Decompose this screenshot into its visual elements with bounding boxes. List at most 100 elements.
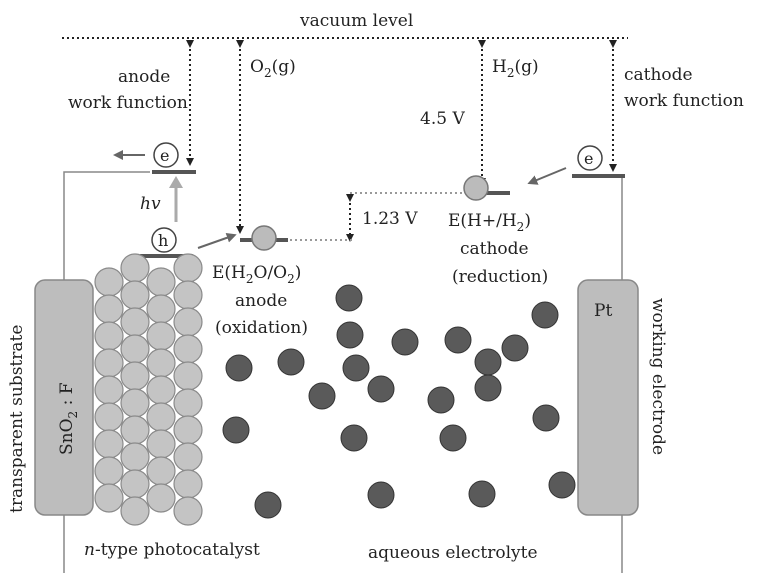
photocatalyst-particle xyxy=(120,334,150,364)
e-h2o-o2-label: E(H2O/O2) xyxy=(212,263,301,286)
electrolyte-ions xyxy=(222,284,576,519)
photon-arrow-head xyxy=(169,176,183,188)
photocatalyst-particle xyxy=(120,361,150,391)
cathode-work-function-text: work function xyxy=(624,91,744,111)
photocatalyst-particles xyxy=(94,253,203,526)
anode-work-function-text: work function xyxy=(68,93,188,113)
electrolyte-ion xyxy=(427,386,455,414)
photocatalyst-particle xyxy=(146,321,176,351)
cathode-molecule xyxy=(463,175,489,201)
photocatalyst-particle xyxy=(173,361,203,391)
photocatalyst-particle xyxy=(173,253,203,283)
hv-label: hv xyxy=(140,194,161,214)
voltage-45-label: 4.5 V xyxy=(420,109,465,129)
electrolyte-ion xyxy=(444,326,472,354)
photocatalyst-particle xyxy=(146,348,176,378)
cathode-text: cathode xyxy=(624,65,693,85)
ntype-photocatalyst-label: n-type photocatalyst xyxy=(84,540,260,560)
photocatalyst-particle xyxy=(94,375,124,405)
photocatalyst-particle xyxy=(94,294,124,324)
photocatalyst-particle xyxy=(94,456,124,486)
transparent-substrate-label: transparent substrate xyxy=(7,325,27,513)
photocatalyst-particle xyxy=(173,307,203,337)
e-h-h2-label: E(H+/H2) xyxy=(448,211,531,234)
photocatalyst-particle xyxy=(120,442,150,472)
photocatalyst-particle xyxy=(120,415,150,445)
photocatalyst-particle xyxy=(146,483,176,513)
electrolyte-ion xyxy=(468,480,496,508)
h2-label: H2(g) xyxy=(492,57,539,80)
photocatalyst-particle xyxy=(146,429,176,459)
photocatalyst-particle xyxy=(173,280,203,310)
photocatalyst-particle xyxy=(94,402,124,432)
electrolyte-ion xyxy=(222,416,250,444)
electrolyte-ion xyxy=(532,404,560,432)
photocatalyst-particle xyxy=(120,280,150,310)
electrolyte-ion xyxy=(548,471,576,499)
photocatalyst-particle xyxy=(94,348,124,378)
electrolyte-ion xyxy=(340,424,368,452)
hole-transfer-arrow xyxy=(197,232,237,249)
pt-label: Pt xyxy=(594,301,612,321)
photocatalyst-particle xyxy=(94,267,124,297)
electrolyte-ion xyxy=(308,382,336,410)
anode-text: anode xyxy=(118,67,170,87)
electrolyte-ion xyxy=(391,328,419,356)
electrolyte-ion xyxy=(439,424,467,452)
photocatalyst-particle xyxy=(173,496,203,526)
photocatalyst-particle xyxy=(146,294,176,324)
anode-molecule xyxy=(251,225,277,251)
electron-cathode xyxy=(577,145,603,171)
electron-anode xyxy=(153,142,179,168)
electrolyte-ion xyxy=(367,481,395,509)
anode-role-label: anode xyxy=(235,291,287,311)
electron-transfer-arrow xyxy=(527,167,567,185)
o2-label: O2(g) xyxy=(250,57,296,80)
photocatalyst-particle xyxy=(120,388,150,418)
photocatalyst-particle xyxy=(173,415,203,445)
photocatalyst-particle xyxy=(94,483,124,513)
reduction-label: (reduction) xyxy=(452,267,548,287)
vacuum-level-label: vacuum level xyxy=(299,11,413,31)
electrolyte-ion xyxy=(342,354,370,382)
photocatalyst-particle xyxy=(173,334,203,364)
electrolyte-ion xyxy=(367,375,395,403)
electrolyte-ion xyxy=(501,334,529,362)
aqueous-electrolyte-label: aqueous electrolyte xyxy=(368,543,538,563)
electrolyte-ion xyxy=(336,321,364,349)
sno2-electrode xyxy=(34,279,94,516)
hole-label: h xyxy=(158,231,168,250)
hole xyxy=(151,227,177,253)
electrolyte-ion xyxy=(474,374,502,402)
photocatalyst-particle xyxy=(173,442,203,472)
photocatalyst-particle xyxy=(146,267,176,297)
photocatalyst-particle xyxy=(94,321,124,351)
electrolyte-ion xyxy=(277,348,305,376)
electrolyte-ion xyxy=(531,301,559,329)
left-wire xyxy=(63,171,150,280)
photocatalyst-particle xyxy=(173,388,203,418)
electrolyte-ion xyxy=(335,284,363,312)
pt-electrode xyxy=(577,279,639,516)
photocatalyst-particle xyxy=(94,429,124,459)
photocatalyst-particle xyxy=(173,469,203,499)
photocatalyst-particle xyxy=(120,307,150,337)
photocatalyst-particle xyxy=(146,456,176,486)
photocatalyst-particle xyxy=(146,375,176,405)
voltage-123-label: 1.23 V xyxy=(362,209,418,229)
electrolyte-ion xyxy=(474,348,502,376)
electrolyte-ion xyxy=(225,354,253,382)
electron-cathode-label: e xyxy=(584,149,593,168)
photocatalyst-particle xyxy=(120,253,150,283)
electron-anode-label: e xyxy=(160,146,169,165)
photocatalyst-particle xyxy=(120,496,150,526)
photocatalyst-particle xyxy=(146,402,176,432)
photocatalyst-particle xyxy=(120,469,150,499)
oxidation-label: (oxidation) xyxy=(215,318,308,338)
working-electrode-label: working electrode xyxy=(648,298,668,455)
sno2-label: SnO2 : F xyxy=(57,382,80,455)
cathode-role-label: cathode xyxy=(460,239,529,259)
electrolyte-ion xyxy=(254,491,282,519)
